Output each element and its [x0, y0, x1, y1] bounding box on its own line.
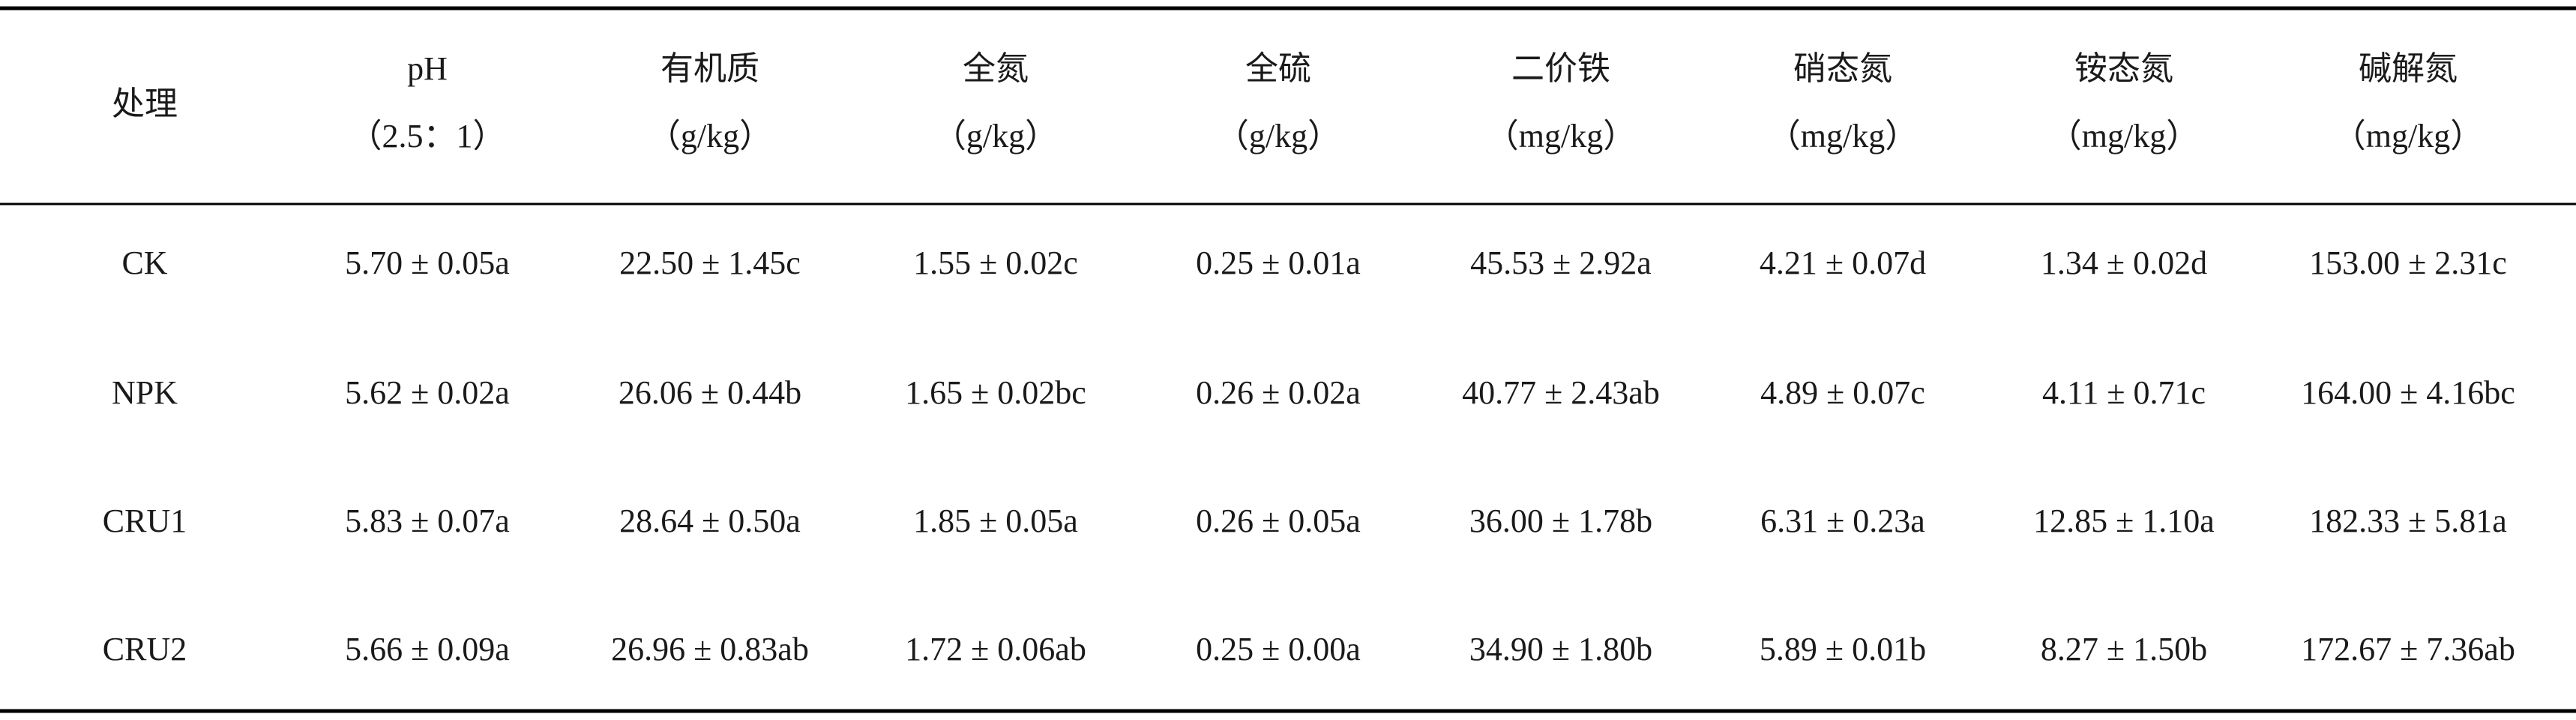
- cell: 26.96 ± 0.83ab: [611, 631, 809, 668]
- cell: 45.53 ± 2.92a: [1470, 244, 1652, 281]
- cell: 5.83 ± 0.07a: [345, 502, 510, 539]
- cell: 5.62 ± 0.02a: [345, 374, 510, 411]
- header-name: 有机质: [660, 50, 759, 87]
- cell: 26.06 ± 0.44b: [619, 374, 801, 411]
- header-name: 碱解氮: [2359, 50, 2458, 87]
- row-label: NPK: [112, 374, 178, 411]
- cell: 36.00 ± 1.78b: [1469, 502, 1652, 539]
- header-name: pH: [407, 50, 448, 87]
- header-unit: （mg/kg）: [2049, 118, 2199, 154]
- cell: 5.89 ± 0.01b: [1760, 631, 1926, 668]
- cell: 0.25 ± 0.01a: [1196, 244, 1361, 281]
- header-name: 硝态氮: [1793, 50, 1892, 87]
- header-unit: （g/kg）: [1216, 118, 1340, 154]
- cell: 1.85 ± 0.05a: [913, 502, 1078, 539]
- header-unit: （mg/kg）: [2333, 118, 2483, 154]
- cell: 0.25 ± 0.00a: [1196, 631, 1361, 668]
- header-name: 处理: [112, 86, 178, 122]
- header-unit: （g/kg）: [933, 118, 1058, 154]
- cell: 0.26 ± 0.05a: [1196, 502, 1361, 539]
- header-name: 二价铁: [1511, 50, 1610, 87]
- cell: 4.21 ± 0.07d: [1760, 244, 1926, 281]
- cell: 1.65 ± 0.02bc: [905, 374, 1086, 411]
- cell: 1.34 ± 0.02d: [2041, 244, 2207, 281]
- row-label: CRU2: [103, 631, 187, 668]
- header-unit: （mg/kg）: [1486, 118, 1636, 154]
- cell: 12.85 ± 1.10a: [2033, 502, 2215, 539]
- row-label: CRU1: [103, 502, 187, 539]
- cell: 5.70 ± 0.05a: [345, 244, 510, 281]
- header-unit: （g/kg）: [648, 118, 772, 154]
- cell: 28.64 ± 0.50a: [619, 502, 801, 539]
- cell: 4.11 ± 0.71c: [2042, 374, 2206, 411]
- row-label: CK: [121, 244, 167, 281]
- cell: 0.26 ± 0.02a: [1196, 374, 1361, 411]
- cell: 6.31 ± 0.23a: [1760, 502, 1925, 539]
- cell: 153.00 ± 2.31c: [2309, 244, 2507, 281]
- cell: 40.77 ± 2.43ab: [1462, 374, 1660, 411]
- cell: 8.27 ± 1.50b: [2041, 631, 2207, 668]
- cell: 182.33 ± 5.81a: [2309, 502, 2507, 539]
- cell: 1.72 ± 0.06ab: [905, 631, 1086, 668]
- cell: 164.00 ± 4.16bc: [2301, 374, 2515, 411]
- cell: 172.67 ± 7.36ab: [2301, 631, 2515, 668]
- cell: 34.90 ± 1.80b: [1469, 631, 1652, 668]
- cell: 5.66 ± 0.09a: [345, 631, 510, 668]
- header-name: 全硫: [1245, 50, 1311, 87]
- cell: 22.50 ± 1.45c: [619, 244, 801, 281]
- header-unit: （2.5：1）: [349, 118, 506, 154]
- header-name: 铵态氮: [2074, 50, 2173, 87]
- header-unit: （mg/kg）: [1768, 118, 1918, 154]
- header-name: 全氮: [963, 50, 1029, 87]
- cell: 1.55 ± 0.02c: [913, 244, 1078, 281]
- cell: 4.89 ± 0.07c: [1760, 374, 1925, 411]
